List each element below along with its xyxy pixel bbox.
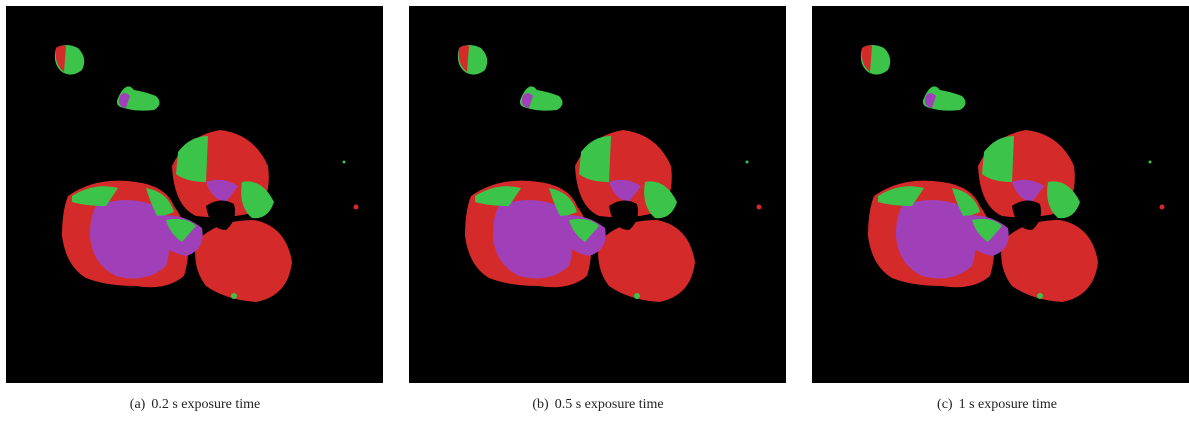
caption-text: 1 s exposure time bbox=[958, 397, 1057, 412]
caption: (c) 1 s exposure time bbox=[808, 397, 1186, 413]
panel-label: (b) bbox=[532, 397, 549, 412]
segmentation-image bbox=[6, 6, 383, 383]
segmentation-image bbox=[409, 6, 786, 383]
caption: (a) 0.2 s exposure time bbox=[6, 397, 384, 413]
caption-text: 0.5 s exposure time bbox=[554, 397, 664, 412]
segmentation-image bbox=[812, 6, 1189, 383]
caption: (b) 0.5 s exposure time bbox=[409, 397, 787, 413]
panel-label: (a) bbox=[129, 397, 146, 412]
caption-text: 0.2 s exposure time bbox=[151, 397, 261, 412]
panel-label: (c) bbox=[937, 397, 953, 412]
